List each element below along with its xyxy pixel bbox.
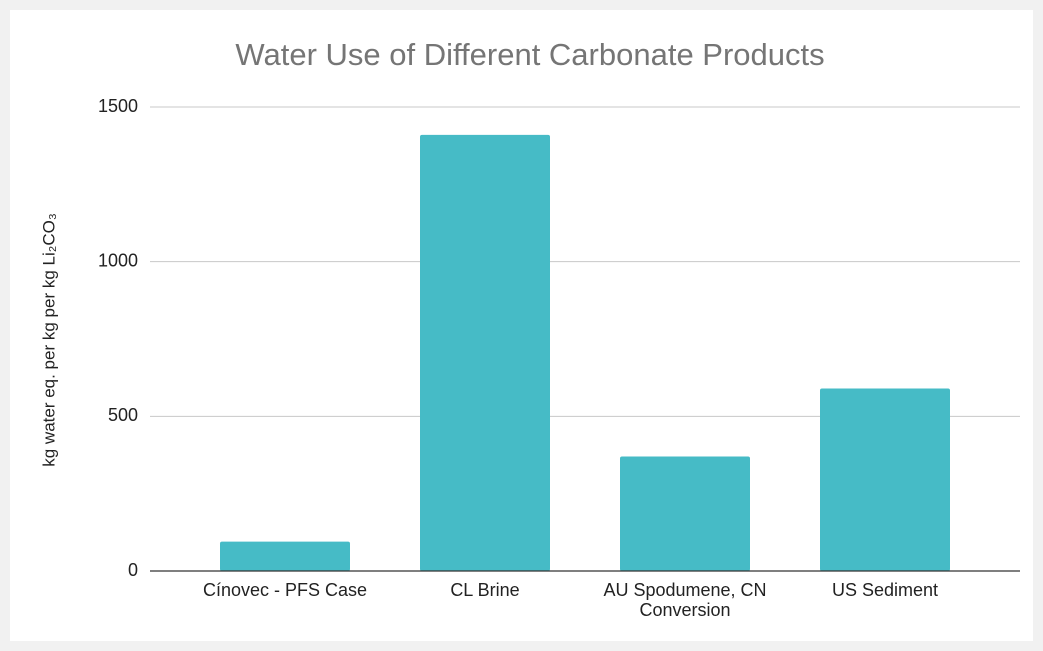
bar <box>820 388 950 571</box>
y-tick-label: 500 <box>108 405 138 425</box>
bar <box>620 456 750 571</box>
x-tick-label: Cínovec - PFS Case <box>203 580 367 600</box>
bar <box>420 134 550 571</box>
x-tick-label: AU Spodumene, CN Conversion <box>603 580 766 620</box>
chart-title: Water Use of Different Carbonate Product… <box>235 37 824 72</box>
y-axis-label: kg water eq. per kg per kg Li₂CO₃ <box>39 213 58 467</box>
y-tick-label: 0 <box>128 560 138 580</box>
x-tick-label: US Sediment <box>832 580 938 600</box>
bar <box>220 541 350 571</box>
y-tick-label: 1000 <box>98 250 138 270</box>
y-tick-label: 1500 <box>98 96 138 116</box>
x-tick-label: CL Brine <box>450 580 519 600</box>
